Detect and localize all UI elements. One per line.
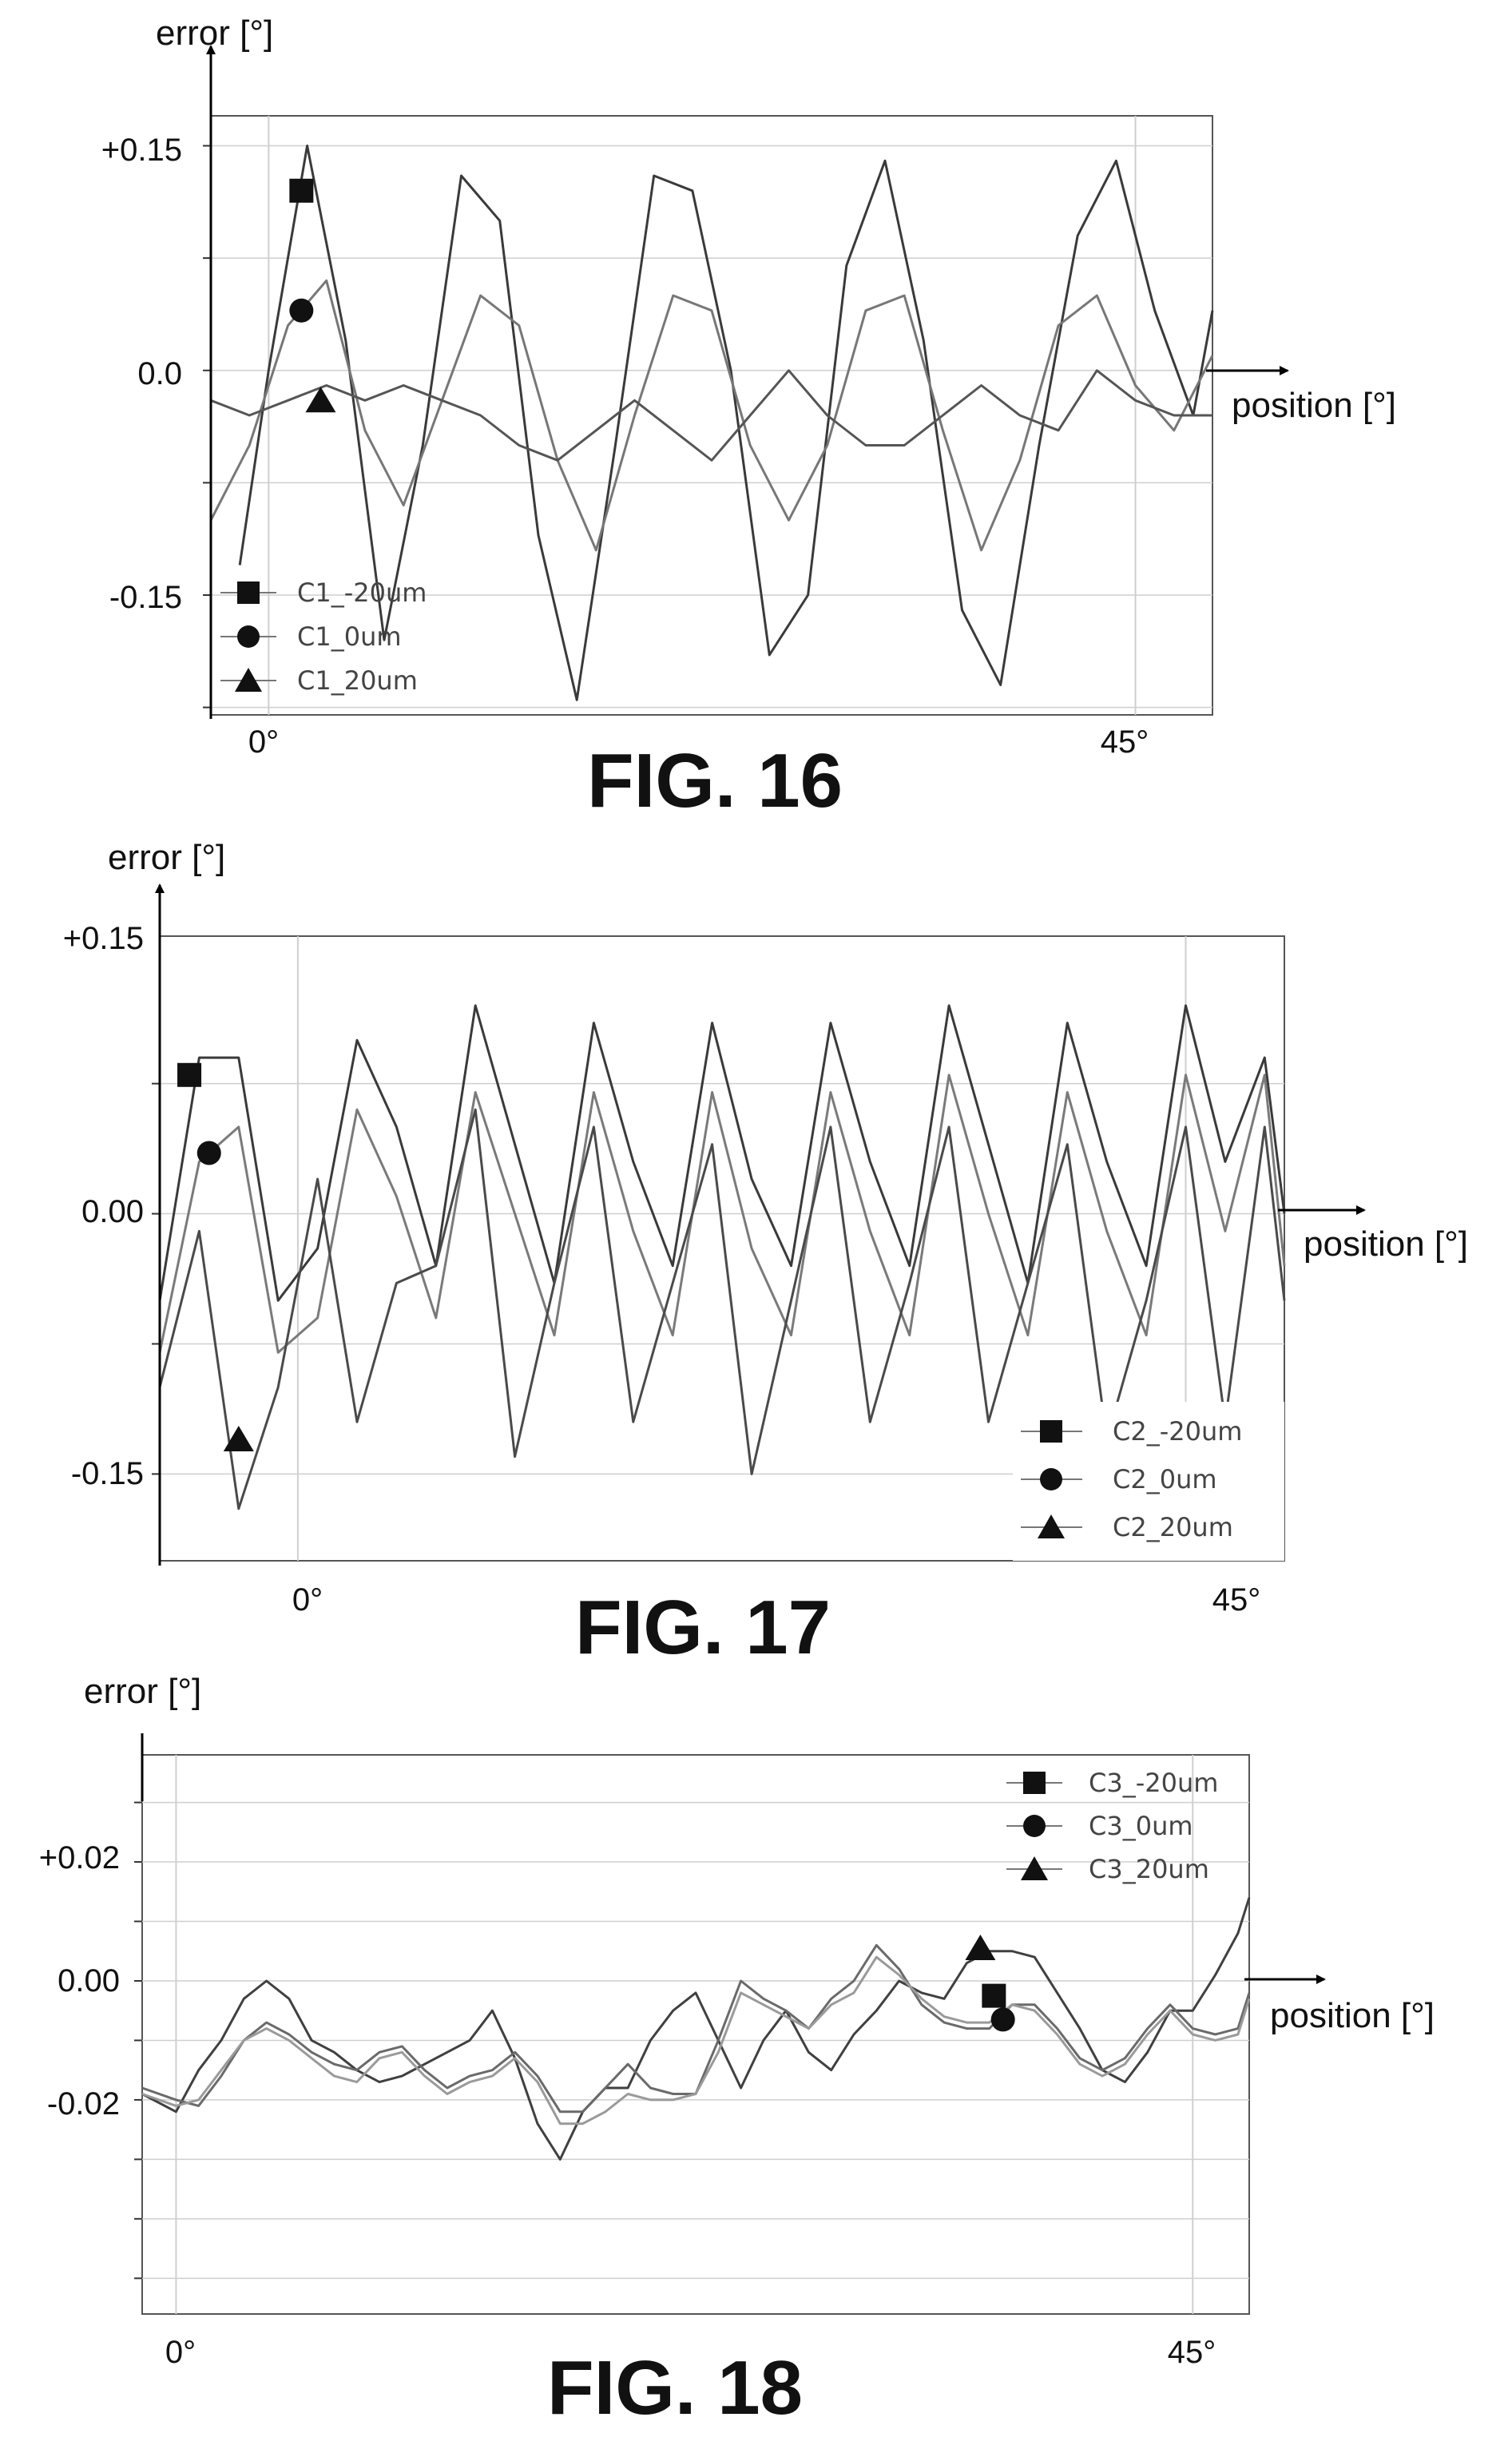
y-tick-label: +0.02 bbox=[39, 1840, 120, 1875]
legend-label: C2_20um bbox=[1113, 1512, 1233, 1542]
x-tick-label: 0° bbox=[248, 724, 279, 760]
y-axis-label: error [°] bbox=[84, 1672, 201, 1711]
figure-caption: FIG. 18 bbox=[547, 2345, 803, 2431]
y-tick-label: 0.0 bbox=[137, 356, 182, 391]
x-tick-label: 45° bbox=[1168, 2335, 1216, 2370]
series-line bbox=[209, 279, 1214, 552]
y-axis-label: error [°] bbox=[108, 838, 225, 877]
y-tick-label: 0.00 bbox=[81, 1194, 144, 1229]
legend-label: C3_0um bbox=[1089, 1811, 1193, 1841]
series-marker bbox=[289, 298, 314, 323]
series-marker bbox=[289, 178, 314, 203]
x-tick-label: 0° bbox=[292, 1582, 323, 1617]
series-marker bbox=[982, 1983, 1006, 2008]
legend-label: C1_-20um bbox=[297, 577, 427, 608]
x-tick-label: 45° bbox=[1101, 724, 1149, 760]
series-marker bbox=[223, 1425, 254, 1451]
series-marker bbox=[965, 1935, 996, 1961]
figure-caption: FIG. 17 bbox=[575, 1585, 831, 1670]
legend: C1_-20um C1_0um C1_20um bbox=[220, 577, 427, 696]
y-tick-label: 0.00 bbox=[58, 1963, 120, 1998]
x-axis-label: position [°] bbox=[1232, 386, 1396, 425]
y-tick-label: -0.15 bbox=[71, 1456, 144, 1491]
series-marker bbox=[177, 1062, 202, 1087]
legend-label: C3_20um bbox=[1089, 1854, 1209, 1884]
y-tick-label: -0.15 bbox=[109, 580, 182, 615]
x-axis-label: position [°] bbox=[1270, 1996, 1435, 2035]
y-tick-label: -0.02 bbox=[47, 2086, 120, 2121]
series-line bbox=[158, 1074, 1286, 1354]
x-tick-label: 0° bbox=[165, 2335, 196, 2370]
legend-label: C2_0um bbox=[1113, 1464, 1217, 1494]
plot-frame bbox=[141, 1754, 1250, 2315]
series-line bbox=[141, 1943, 1251, 2114]
series-markers bbox=[289, 178, 336, 413]
series-marker bbox=[196, 1141, 221, 1165]
chart-fig16: error [°] position [°] +0.15 0.0 -0.15 0… bbox=[101, 14, 1396, 824]
series-markers bbox=[965, 1935, 1015, 2032]
y-tick-label: +0.15 bbox=[63, 921, 144, 956]
series-marker bbox=[990, 2007, 1015, 2032]
grid-lines bbox=[134, 1755, 1249, 2314]
series-line bbox=[158, 1004, 1286, 1302]
legend-label: C2_-20um bbox=[1113, 1416, 1242, 1447]
y-tick-label: +0.15 bbox=[101, 133, 182, 168]
legend-label: C1_0um bbox=[297, 621, 402, 652]
series-line bbox=[141, 1897, 1251, 2161]
series-line bbox=[210, 369, 1212, 462]
legend-label: C3_-20um bbox=[1089, 1768, 1218, 1798]
y-axis-label: error [°] bbox=[156, 14, 273, 53]
legend: C3_-20um C3_0um C3_20um bbox=[1006, 1768, 1218, 1884]
figure-caption: FIG. 16 bbox=[587, 738, 843, 824]
series-line bbox=[141, 1955, 1251, 2125]
series-markers bbox=[177, 1062, 254, 1451]
legend-label: C1_20um bbox=[297, 665, 418, 696]
series-line bbox=[238, 145, 1214, 701]
chart-fig17: error [°] position [°] +0.15 0.00 -0.15 … bbox=[63, 838, 1468, 1670]
chart-fig18: error [°] position [°] +0.02 0.00 -0.02 … bbox=[39, 1672, 1435, 2431]
x-axis-label: position [°] bbox=[1304, 1224, 1468, 1264]
series-lines bbox=[141, 1897, 1251, 2161]
x-tick-label: 45° bbox=[1212, 1582, 1261, 1617]
legend: C2_-20um C2_0um C2_20um bbox=[1013, 1402, 1284, 1561]
series-lines bbox=[209, 145, 1214, 701]
series-marker bbox=[305, 387, 336, 413]
